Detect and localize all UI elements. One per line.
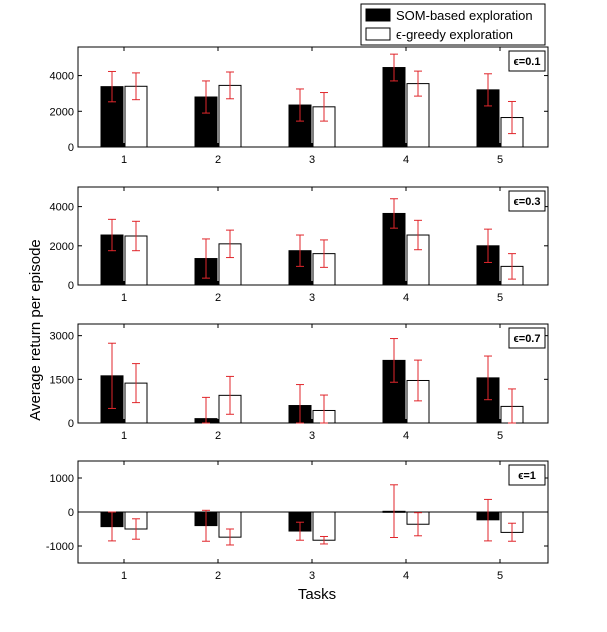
x-tick-label: 1 — [121, 570, 127, 582]
x-tick-label: 5 — [497, 292, 503, 304]
x-tick-label: 4 — [403, 430, 409, 442]
x-tick-label: 5 — [497, 430, 503, 442]
legend-swatch-som — [365, 8, 391, 22]
x-tick-label: 1 — [121, 430, 127, 442]
panel-annotation-box — [508, 464, 546, 486]
panel-annotation: ϵ=0.3 — [514, 196, 541, 208]
x-tick-label: 3 — [309, 430, 315, 442]
y-tick-label: 1000 — [50, 473, 74, 485]
x-tick-label: 2 — [215, 154, 221, 166]
y-tick-label: 2000 — [50, 106, 74, 118]
y-tick-label: 0 — [68, 142, 74, 154]
x-tick-label: 2 — [215, 292, 221, 304]
y-tick-label: 0 — [68, 418, 74, 430]
x-tick-label: 3 — [309, 154, 315, 166]
x-tick-label: 2 — [215, 430, 221, 442]
legend-swatch-egreedy — [365, 27, 391, 41]
legend-box — [360, 3, 546, 46]
panel-annotation: ϵ=1 — [518, 470, 536, 482]
x-tick-label: 4 — [403, 154, 409, 166]
x-tick-label: 3 — [309, 570, 315, 582]
x-tick-label: 5 — [497, 570, 503, 582]
y-tick-label: 0 — [68, 280, 74, 292]
chart-panel-4: -1000 0 1000 1 2 3 4 5 ϵ=1 — [46, 460, 549, 582]
y-tick-label: 3000 — [50, 331, 74, 343]
y-tick-label: 0 — [68, 507, 74, 519]
x-tick-label: 2 — [215, 570, 221, 582]
x-axis-label: Tasks — [298, 586, 336, 603]
x-tick-label: 4 — [403, 292, 409, 304]
panel-annotation-box — [508, 190, 546, 212]
panel-annotation-box — [508, 327, 546, 349]
y-tick-label: 4000 — [50, 71, 74, 83]
panel-annotation: ϵ=0.7 — [514, 333, 541, 345]
x-tick-label: 1 — [121, 292, 127, 304]
panel-annotation: ϵ=0.1 — [514, 56, 541, 68]
y-tick-label: 4000 — [50, 202, 74, 214]
legend-label-som: SOM-based exploration — [396, 8, 533, 23]
y-axis-label: Average return per episode — [27, 239, 44, 421]
y-tick-label: 1500 — [50, 374, 74, 386]
y-tick-label: 2000 — [50, 241, 74, 253]
chart-panels: 0 2000 4000 1 2 3 4 5 ϵ=0.1 0 2000 4000 1 2 3 4 5 ϵ=0.3 0 1… — [46, 46, 549, 582]
x-tick-label: 1 — [121, 154, 127, 166]
x-tick-label: 5 — [497, 154, 503, 166]
panel-annotation-box — [508, 50, 546, 72]
chart-panel-3: 0 1500 3000 1 2 3 4 5 ϵ=0.7 — [50, 323, 549, 442]
x-tick-label: 4 — [403, 570, 409, 582]
legend: SOM-based exploration ϵ-greedy explorati… — [360, 3, 546, 46]
legend-label-egreedy: ϵ-greedy exploration — [396, 27, 513, 42]
x-tick-label: 3 — [309, 292, 315, 304]
chart-panel-2: 0 2000 4000 1 2 3 4 5 ϵ=0.3 — [50, 186, 549, 304]
chart-panel-1: 0 2000 4000 1 2 3 4 5 ϵ=0.1 — [50, 46, 549, 166]
y-tick-label: -1000 — [46, 541, 74, 553]
